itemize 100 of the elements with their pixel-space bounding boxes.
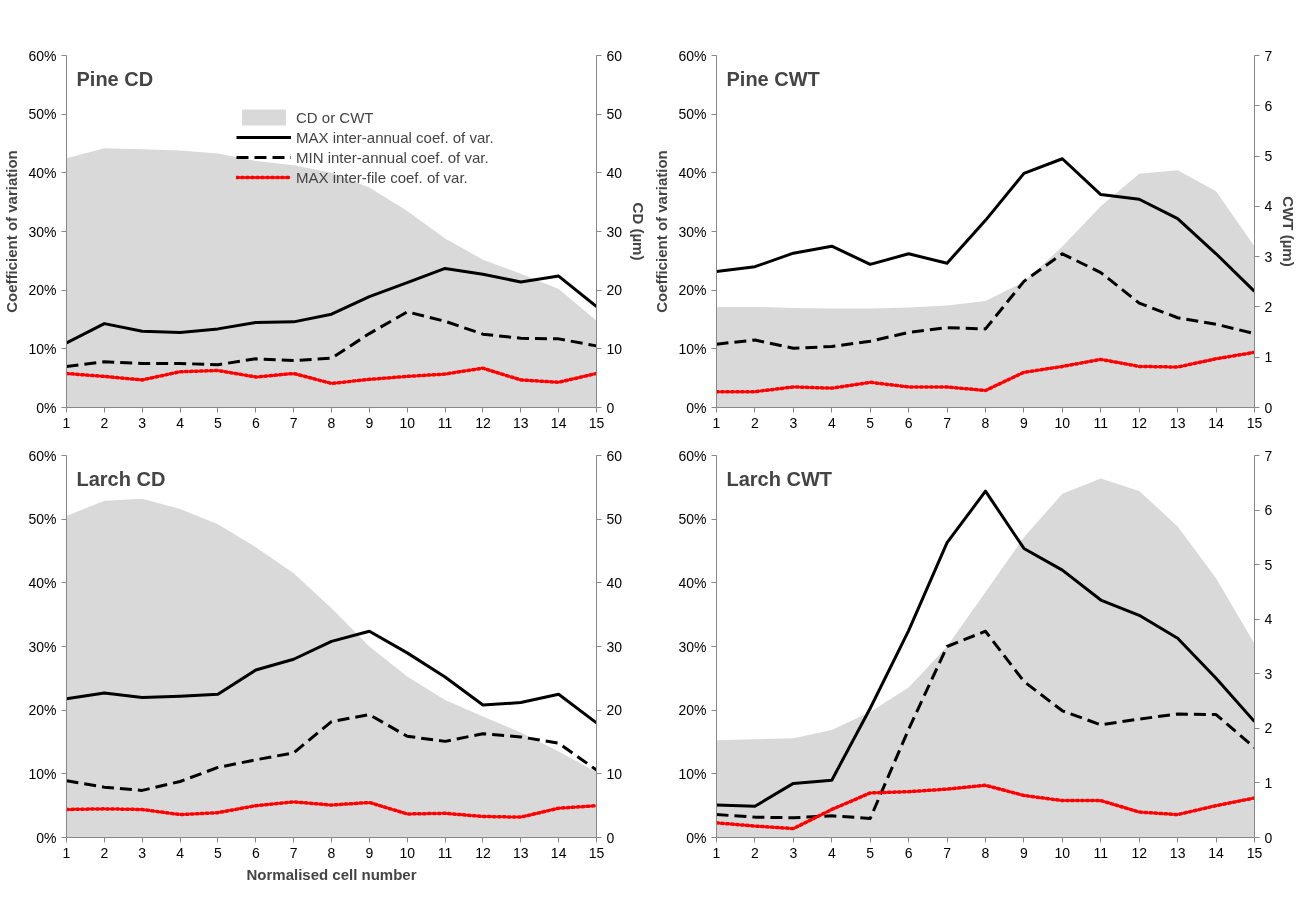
x-tick-label: 10 xyxy=(399,414,416,431)
y-tick-label: 30% xyxy=(678,638,707,655)
text: Pine CD xyxy=(76,67,154,90)
x-tick-label: 6 xyxy=(904,844,913,861)
y2-tick-label: 7 xyxy=(1264,447,1273,464)
y2-axis-title: CWT (µm) xyxy=(1280,196,1298,267)
x-tick-label: 7 xyxy=(943,844,952,861)
y2-tick-label: 20 xyxy=(606,282,623,299)
y2-tick-label: 40 xyxy=(606,164,623,181)
x-tick-label: 6 xyxy=(251,414,260,431)
y2-tick-label: 3 xyxy=(1264,248,1273,265)
y2-tick-label: 7 xyxy=(1264,47,1273,64)
legend-label: MIN inter-annual coef. of var. xyxy=(296,148,489,166)
y2-tick-label: 30 xyxy=(606,223,623,240)
x-tick-label: 13 xyxy=(1169,844,1186,861)
x-tick-label: 2 xyxy=(100,414,109,431)
y-tick-label: 40% xyxy=(28,574,57,591)
x-tick-label: 7 xyxy=(943,414,952,431)
x-tick-label: 12 xyxy=(475,414,491,431)
x-tick-label: 15 xyxy=(1246,844,1263,861)
x-tick-label: 8 xyxy=(327,844,336,861)
x-tick-label: 8 xyxy=(327,414,336,431)
legend-label: CD or CWT xyxy=(296,108,374,126)
y2-tick-label: 0 xyxy=(1264,829,1273,846)
y2-tick-label: 0 xyxy=(606,829,615,846)
y-axis-title: Coefficient of variation xyxy=(653,150,671,313)
y-tick-label: 20% xyxy=(28,702,57,719)
y-axis-title: Coefficient of variation xyxy=(3,150,21,313)
y-tick-label: 30% xyxy=(28,223,57,240)
y-tick-label: 40% xyxy=(678,574,707,591)
y-tick-label: 60% xyxy=(678,447,707,464)
x-tick-label: 7 xyxy=(289,414,298,431)
y2-tick-label: 30 xyxy=(606,638,623,655)
y-tick-label: 0% xyxy=(36,829,57,846)
y-tick-label: 40% xyxy=(28,164,57,181)
x-axis-title: Normalised cell number xyxy=(246,865,417,883)
y2-tick-label: 1 xyxy=(1264,349,1273,366)
y2-tick-label: 6 xyxy=(1264,502,1273,519)
y2-tick-label: 10 xyxy=(606,765,623,782)
x-tick-label: 14 xyxy=(1208,414,1225,431)
x-tick-label: 11 xyxy=(1093,414,1109,431)
x-tick-label: 4 xyxy=(827,844,836,861)
x-tick-label: 3 xyxy=(138,414,147,431)
x-tick-label: 5 xyxy=(866,414,875,431)
x-tick-label: 7 xyxy=(289,844,298,861)
x-tick-label: 3 xyxy=(138,844,147,861)
y2-tick-label: 20 xyxy=(606,702,623,719)
x-tick-label: 12 xyxy=(475,844,491,861)
y2-tick-label: 10 xyxy=(606,340,623,357)
y-tick-label: 10% xyxy=(28,765,57,782)
y2-tick-label: 4 xyxy=(1264,611,1273,628)
x-tick-label: 5 xyxy=(214,844,223,861)
y-tick-label: 20% xyxy=(28,282,57,299)
y2-tick-label: 3 xyxy=(1264,665,1273,682)
x-tick-label: 5 xyxy=(866,844,875,861)
x-tick-label: 9 xyxy=(365,844,374,861)
y2-tick-label: 60 xyxy=(606,47,623,64)
y-tick-label: 60% xyxy=(678,47,707,64)
y-tick-label: 60% xyxy=(28,447,57,464)
y2-tick-label: 6 xyxy=(1264,97,1273,114)
y2-tick-label: 40 xyxy=(606,574,623,591)
y-tick-label: 0% xyxy=(686,829,707,846)
y-tick-label: 50% xyxy=(678,511,707,528)
y-tick-label: 50% xyxy=(678,106,707,123)
y-tick-label: 30% xyxy=(678,223,707,240)
x-tick-label: 10 xyxy=(1054,414,1071,431)
x-tick-label: 2 xyxy=(100,844,109,861)
y2-tick-label: 5 xyxy=(1264,556,1273,573)
x-tick-label: 13 xyxy=(513,844,529,861)
y-tick-label: 50% xyxy=(28,106,57,123)
legend-label: MAX inter-file coef. of var. xyxy=(296,168,468,186)
x-tick-label: 11 xyxy=(437,414,453,431)
x-tick-label: 2 xyxy=(751,844,760,861)
x-tick-label: 14 xyxy=(1208,844,1225,861)
y2-tick-label: 50 xyxy=(606,511,623,528)
text: Larch CWT xyxy=(726,467,833,490)
x-tick-label: 8 xyxy=(981,844,990,861)
x-tick-label: 1 xyxy=(62,844,71,861)
y2-axis-title: CD (µm) xyxy=(630,202,648,261)
y2-tick-label: 2 xyxy=(1264,298,1273,315)
x-tick-label: 14 xyxy=(550,844,567,861)
x-tick-label: 6 xyxy=(251,844,260,861)
x-tick-label: 13 xyxy=(1169,414,1186,431)
y2-tick-label: 60 xyxy=(606,447,623,464)
y-tick-label: 10% xyxy=(678,340,707,357)
y-tick-label: 50% xyxy=(28,511,57,528)
x-tick-label: 8 xyxy=(981,414,990,431)
x-tick-label: 15 xyxy=(588,844,605,861)
y2-tick-label: 5 xyxy=(1264,148,1273,165)
y2-tick-label: 2 xyxy=(1264,720,1273,737)
y-tick-label: 0% xyxy=(36,399,57,416)
y-tick-label: 60% xyxy=(28,47,57,64)
x-tick-label: 9 xyxy=(365,414,374,431)
x-tick-label: 10 xyxy=(399,844,416,861)
y-tick-label: 20% xyxy=(678,702,707,719)
x-tick-label: 13 xyxy=(513,414,529,431)
text: Pine CWT xyxy=(726,67,820,90)
y2-tick-label: 0 xyxy=(606,399,615,416)
x-tick-label: 9 xyxy=(1020,844,1029,861)
x-tick-label: 12 xyxy=(1131,414,1148,431)
